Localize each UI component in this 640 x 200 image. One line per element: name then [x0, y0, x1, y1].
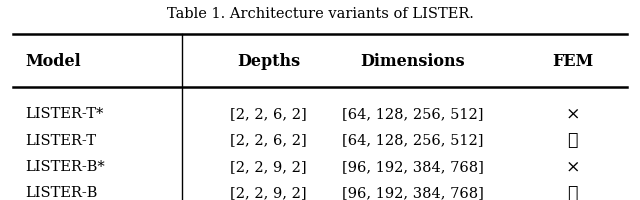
Text: FEM: FEM	[552, 53, 593, 69]
Text: [2, 2, 9, 2]: [2, 2, 9, 2]	[230, 159, 307, 173]
Text: Table 1. Architecture variants of LISTER.: Table 1. Architecture variants of LISTER…	[166, 7, 474, 20]
Text: [64, 128, 256, 512]: [64, 128, 256, 512]	[342, 133, 484, 147]
Text: [96, 192, 384, 768]: [96, 192, 384, 768]	[342, 159, 484, 173]
Text: Model: Model	[26, 53, 81, 69]
Text: [2, 2, 6, 2]: [2, 2, 6, 2]	[230, 107, 307, 121]
Text: [2, 2, 6, 2]: [2, 2, 6, 2]	[230, 133, 307, 147]
Text: Depths: Depths	[237, 53, 300, 69]
Text: [2, 2, 9, 2]: [2, 2, 9, 2]	[230, 185, 307, 199]
Text: [96, 192, 384, 768]: [96, 192, 384, 768]	[342, 185, 484, 199]
Text: ×: ×	[566, 158, 580, 175]
Text: LISTER-T: LISTER-T	[26, 133, 97, 147]
Text: Dimensions: Dimensions	[360, 53, 465, 69]
Text: ×: ×	[566, 105, 580, 122]
Text: ✓: ✓	[568, 131, 578, 148]
Text: [64, 128, 256, 512]: [64, 128, 256, 512]	[342, 107, 484, 121]
Text: LISTER-B: LISTER-B	[26, 185, 98, 199]
Text: LISTER-T*: LISTER-T*	[26, 107, 104, 121]
Text: LISTER-B*: LISTER-B*	[26, 159, 106, 173]
Text: ✓: ✓	[568, 184, 578, 200]
